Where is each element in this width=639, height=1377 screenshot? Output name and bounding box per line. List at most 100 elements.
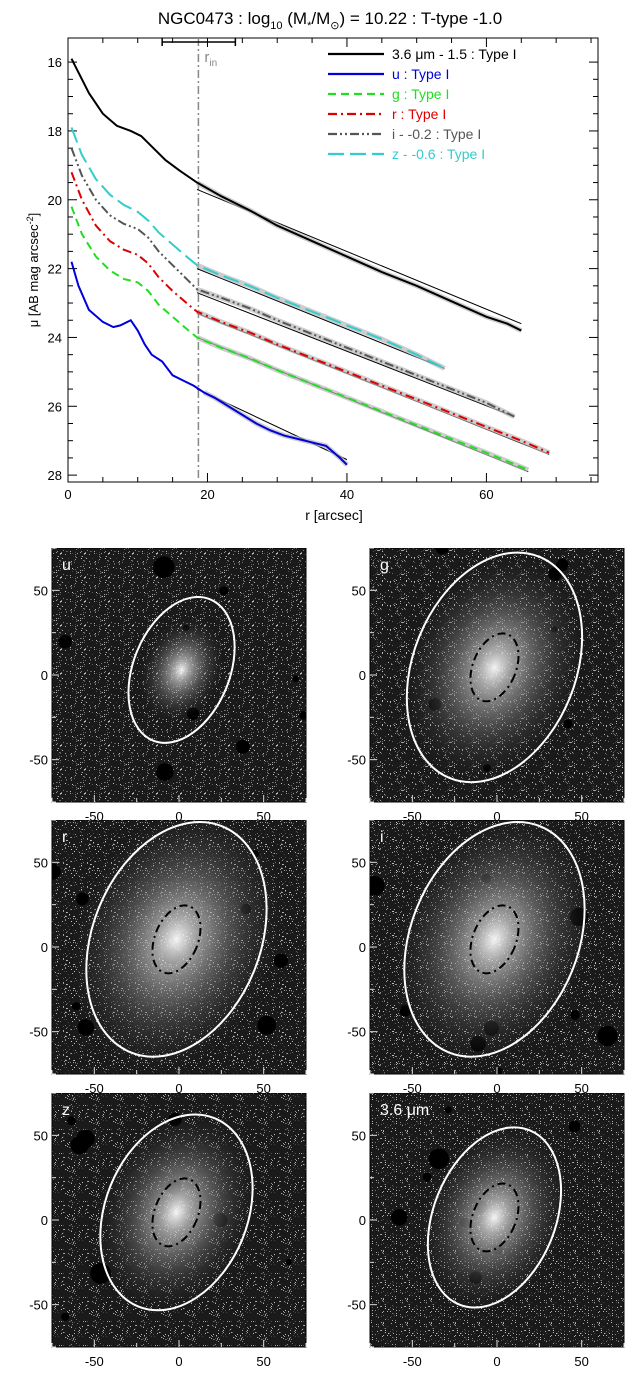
panel-x-tick-label: -50 bbox=[403, 1081, 422, 1096]
outer-isophote-ellipse bbox=[127, 595, 236, 744]
image-panel-6: 3.6 μm 50 0 -50 -50 0 50 bbox=[347, 1093, 625, 1369]
profile-error-band bbox=[196, 309, 551, 456]
panel-y-tick-label: -50 bbox=[347, 1298, 366, 1313]
galaxy-light bbox=[95, 1112, 257, 1312]
panel-x-tick-label: 0 bbox=[493, 1354, 500, 1369]
inner-break-ellipse bbox=[469, 632, 520, 703]
masked-source bbox=[156, 763, 174, 781]
profile-series-line bbox=[70, 58, 522, 332]
r-in-label: rin bbox=[204, 49, 217, 69]
y-tick-label: 22 bbox=[48, 262, 62, 277]
masked-source bbox=[570, 1010, 580, 1020]
panel-band-label: g bbox=[380, 557, 389, 574]
panel-y-tick-label: -50 bbox=[29, 1025, 48, 1040]
panel-y-tick-label: 50 bbox=[34, 855, 48, 870]
panel-y-tick-label: -50 bbox=[347, 1025, 366, 1040]
outer-isophote-ellipse bbox=[99, 1113, 254, 1312]
image-panel-5: z 50 0 -50 -50 0 50 bbox=[29, 1093, 307, 1369]
masked-source bbox=[568, 1120, 581, 1133]
masked-source bbox=[556, 558, 569, 572]
masked-source bbox=[76, 1129, 95, 1149]
panel-y-tick-label: 50 bbox=[352, 1128, 366, 1143]
masked-source bbox=[422, 1172, 432, 1182]
masked-source bbox=[496, 1067, 503, 1074]
masked-source bbox=[292, 675, 299, 682]
masked-source bbox=[597, 1025, 618, 1047]
x-tick-label: 20 bbox=[200, 487, 214, 502]
panel-x-tick-label: 0 bbox=[493, 809, 500, 824]
panel-y-tick-label: 0 bbox=[359, 940, 366, 955]
image-panel-4: i 50 0 -50 -50 0 50 bbox=[347, 820, 625, 1096]
legend-label: z - -0.6 : Type I bbox=[392, 146, 485, 162]
panel-x-tick-label: -50 bbox=[403, 1354, 422, 1369]
panel-x-tick-label: -50 bbox=[85, 1081, 104, 1096]
y-axis-label: μ [AB mag arcsec-2] bbox=[25, 213, 41, 328]
masked-source bbox=[563, 719, 573, 729]
profile-series-line bbox=[70, 147, 515, 418]
masked-source bbox=[257, 1015, 277, 1035]
y-tick-label: 20 bbox=[48, 193, 62, 208]
inner-break-ellipse bbox=[151, 1177, 202, 1248]
masked-source bbox=[61, 1312, 70, 1321]
masked-source bbox=[285, 1258, 292, 1265]
x-tick-label: 60 bbox=[479, 487, 493, 502]
legend-label: i - -0.2 : Type I bbox=[392, 126, 481, 142]
panel-x-tick-label: 0 bbox=[175, 809, 182, 824]
panel-y-tick-label: 0 bbox=[41, 1213, 48, 1228]
panel-band-label: u bbox=[62, 557, 71, 574]
chart-title: NGC0473 : log10 (M*/M⊙) = 10.22 : T-type… bbox=[158, 9, 502, 32]
panel-y-tick-label: 0 bbox=[41, 668, 48, 683]
profile-chart: NGC0473 : log10 (M*/M⊙) = 10.22 : T-type… bbox=[25, 9, 599, 523]
masked-source bbox=[153, 556, 175, 578]
panel-y-tick-label: 50 bbox=[352, 583, 366, 598]
outer-isophote-ellipse bbox=[426, 1126, 563, 1309]
galaxy-light bbox=[138, 616, 225, 724]
outer-isophote-ellipse bbox=[405, 551, 584, 784]
panel-y-tick-label: -50 bbox=[29, 1298, 48, 1313]
panel-band-label: 3.6 μm bbox=[380, 1102, 429, 1119]
masked-source bbox=[219, 586, 229, 596]
panel-y-tick-label: 50 bbox=[352, 855, 366, 870]
y-tick-label: 18 bbox=[48, 124, 62, 139]
x-tick-label: 0 bbox=[64, 487, 71, 502]
masked-source bbox=[435, 548, 449, 555]
inner-break-ellipse bbox=[469, 904, 520, 975]
panel-y-tick-label: 0 bbox=[359, 1213, 366, 1228]
x-axis-label: r [arcsec] bbox=[305, 507, 363, 523]
y-tick-label: 24 bbox=[48, 330, 62, 345]
galaxy-light bbox=[69, 820, 284, 1073]
panel-y-tick-label: 50 bbox=[34, 1128, 48, 1143]
panel-x-tick-label: 0 bbox=[493, 1081, 500, 1096]
x-tick-label: 40 bbox=[340, 487, 354, 502]
legend-label: r : Type I bbox=[392, 106, 446, 122]
image-panel-3: r 50 0 -50 -50 0 50 bbox=[29, 820, 307, 1096]
y-tick-label: 28 bbox=[48, 468, 62, 483]
panel-x-tick-label: 0 bbox=[175, 1354, 182, 1369]
y-tick-label: 26 bbox=[48, 399, 62, 414]
panel-x-tick-label: 50 bbox=[574, 1081, 588, 1096]
masked-source bbox=[370, 875, 385, 896]
masked-source bbox=[235, 739, 250, 754]
masked-source bbox=[299, 711, 306, 720]
panel-band-label: i bbox=[380, 829, 384, 846]
legend-label: 3.6 μm - 1.5 : Type I bbox=[392, 46, 517, 62]
profile-series-line bbox=[70, 206, 529, 471]
inner-break-ellipse bbox=[151, 904, 202, 975]
galaxy-light bbox=[419, 1124, 570, 1311]
panel-x-tick-label: 50 bbox=[574, 1354, 588, 1369]
panel-y-tick-label: 50 bbox=[34, 583, 48, 598]
panel-x-tick-label: 50 bbox=[256, 1354, 270, 1369]
panel-y-tick-label: 0 bbox=[359, 668, 366, 683]
profile-series-line bbox=[70, 127, 446, 370]
panel-x-tick-label: 50 bbox=[256, 1081, 270, 1096]
masked-source bbox=[58, 634, 72, 649]
galaxy-light bbox=[392, 820, 597, 1066]
masked-source bbox=[52, 863, 61, 880]
inner-break-ellipse bbox=[469, 1182, 520, 1253]
panel-band-label: r bbox=[62, 829, 68, 846]
masked-source bbox=[66, 1116, 76, 1126]
outer-isophote-ellipse bbox=[403, 821, 586, 1058]
y-tick-label: 16 bbox=[48, 55, 62, 70]
